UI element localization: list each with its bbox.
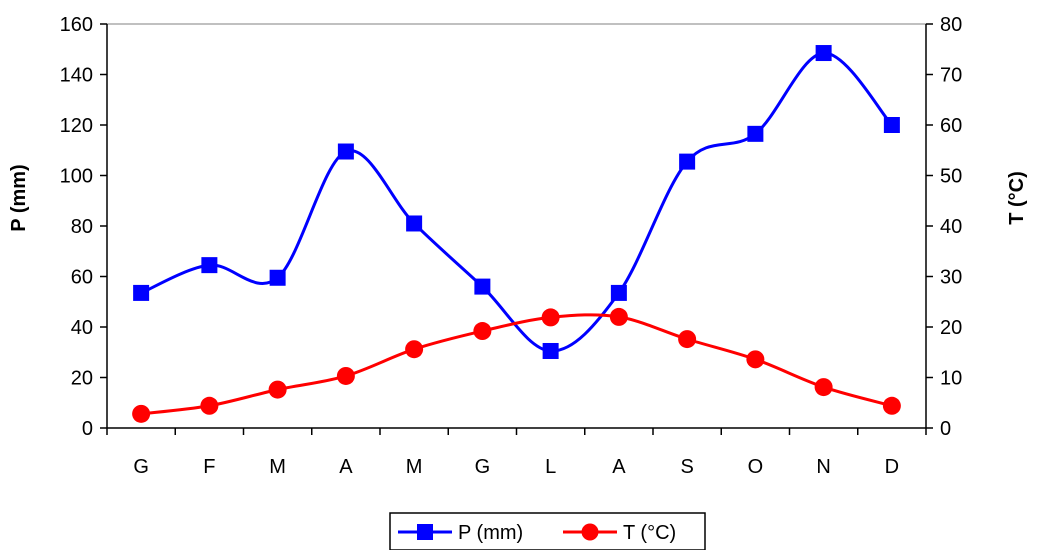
data-point-p — [269, 269, 286, 286]
data-point-p — [542, 342, 559, 359]
x-tick-label: N — [816, 456, 830, 478]
legend: P (mm) T (°C) — [389, 512, 706, 550]
y-tick-label-right: 10 — [940, 368, 962, 390]
y-tick-label-right: 40 — [940, 216, 962, 238]
x-tick-label: G — [475, 456, 491, 478]
data-point-t — [336, 366, 355, 385]
x-tick-label: M — [269, 456, 286, 478]
data-point-t — [200, 396, 219, 415]
data-point-p — [474, 278, 491, 295]
y-tick-label-right: 50 — [940, 166, 962, 188]
y-tick-label-left: 100 — [60, 166, 93, 188]
x-tick-label: G — [133, 456, 149, 478]
y-tick-label-left: 140 — [60, 65, 93, 87]
data-point-p — [883, 117, 900, 133]
y-tick-label-left: 40 — [71, 317, 93, 339]
y-tick-label-right: 30 — [940, 267, 962, 289]
series-line-t — [140, 313, 893, 416]
y-tick-label-right: 20 — [940, 317, 962, 339]
data-point-t — [405, 340, 424, 359]
y-tick-label-left: 120 — [60, 115, 93, 137]
x-tick-label: O — [748, 456, 764, 478]
x-tick-label: A — [339, 456, 353, 478]
y-tick-label-left: 160 — [60, 14, 93, 36]
legend-marker-t — [581, 523, 599, 541]
legend-box — [389, 512, 706, 550]
data-point-p — [337, 143, 354, 160]
y-tick-label-left: 0 — [82, 418, 93, 440]
data-point-t — [473, 322, 492, 341]
data-point-p — [679, 153, 696, 170]
y-tick-label-right: 0 — [940, 418, 951, 440]
y-tick-label-left: 20 — [71, 368, 93, 390]
x-tick-label: M — [406, 456, 423, 478]
data-point-p — [406, 215, 423, 232]
x-tick-label: F — [203, 456, 215, 478]
y-tick-label-left: 80 — [71, 216, 93, 238]
data-point-t — [132, 404, 151, 423]
data-point-p — [201, 257, 218, 274]
data-point-p — [133, 284, 150, 301]
legend-marker-p — [417, 524, 433, 540]
series-line-p — [140, 51, 893, 353]
x-tick-label: S — [680, 456, 693, 478]
data-point-p — [815, 45, 832, 62]
data-point-t — [268, 380, 287, 399]
legend-label-t: T (°C) — [623, 522, 676, 544]
data-point-t — [746, 350, 765, 369]
y-tick-label-right: 80 — [940, 14, 962, 36]
data-point-t — [541, 308, 560, 327]
data-point-p — [747, 125, 764, 142]
x-tick-label: L — [545, 456, 556, 478]
x-tick-label: D — [885, 456, 899, 478]
y-tick-label-right: 70 — [940, 65, 962, 87]
data-point-t — [814, 378, 833, 397]
data-point-t — [678, 330, 697, 349]
legend-label-p: P (mm) — [458, 522, 523, 544]
axes — [100, 23, 933, 435]
y-axis-title-right: T (°C) — [1006, 171, 1028, 225]
plot-series — [132, 45, 901, 423]
data-point-t — [609, 307, 628, 326]
y-axis-title-left: P (mm) — [8, 164, 30, 231]
data-point-t — [882, 396, 901, 415]
y-tick-label-right: 60 — [940, 115, 962, 137]
y-tick-label-left: 60 — [71, 267, 93, 289]
tick-labels: 0 20 40 60 80 100 120 140 160 0 10 20 30 40 50 60 70 80 G F… — [60, 14, 963, 478]
x-tick-label: A — [612, 456, 626, 478]
data-point-p — [610, 284, 627, 301]
